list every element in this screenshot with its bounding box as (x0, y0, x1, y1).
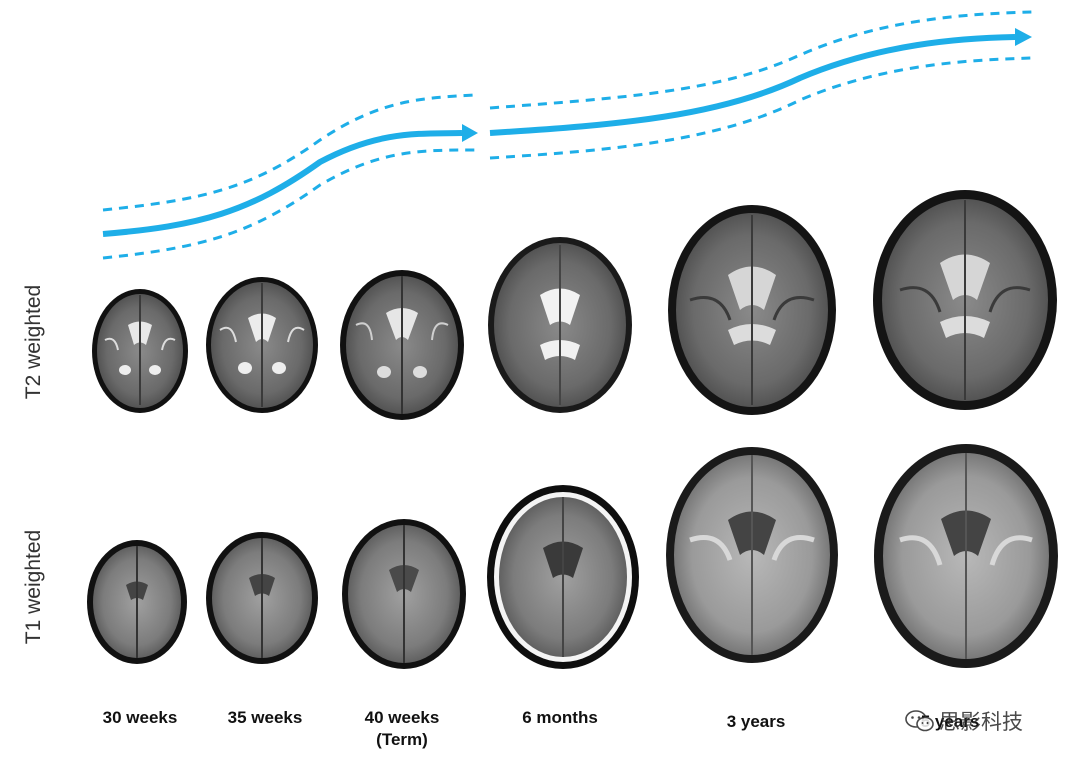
age-label-line: 30 weeks (102, 708, 178, 727)
age-label-line: 6 months (522, 708, 598, 727)
t1-scan-30-weeks (87, 540, 187, 664)
age-label-30-weeks: 30 weeks (70, 707, 210, 729)
t2-scan-40-weeks (340, 270, 464, 420)
t2-scan-30-weeks (92, 289, 188, 413)
wechat-icon (905, 710, 934, 732)
t1-scan-5-years (874, 444, 1058, 668)
age-label-6-months: 6 months (490, 707, 630, 729)
t2-scan-3-years (668, 205, 836, 415)
age-label-line: 3 years (726, 712, 786, 731)
development-trend-arrows (102, 10, 1033, 260)
t1-scan-40-weeks (342, 519, 466, 669)
t2-scan-35-weeks (206, 277, 318, 413)
age-label-35-weeks: 35 weeks (195, 707, 335, 729)
t2-scan-6-months (488, 237, 632, 413)
trend-lower-band-left (102, 148, 476, 260)
t1-scan-3-years (666, 447, 838, 663)
age-label-5-years: 5 years (880, 711, 1020, 733)
trend-line-right (489, 34, 1016, 136)
age-label-3-years: 3 years (686, 711, 826, 733)
t2-scan-5-years (873, 190, 1057, 410)
t1-scan-6-months (487, 485, 639, 669)
age-label-line: 35 weeks (227, 708, 303, 727)
trend-lower-band-right (489, 56, 1033, 160)
watermark: 思影科技 (905, 706, 1023, 736)
trend-arrowhead-right (1015, 28, 1032, 46)
age-label-40-weeks: 40 weeks (Term) (332, 707, 472, 751)
trend-upper-band-left (102, 93, 476, 212)
trend-line-left (102, 130, 463, 237)
age-label-line: 40 weeks (364, 708, 440, 727)
trend-arrowhead-left (462, 124, 478, 142)
age-label-line: 5 years (920, 712, 980, 731)
age-label-subline: (Term) (376, 730, 428, 749)
t1-scan-35-weeks (206, 532, 318, 664)
t2-row-scans (92, 190, 1057, 420)
row-label-t1: T1 weighted (22, 529, 45, 645)
t1-row-scans (87, 444, 1058, 669)
row-label-t2: T2 weighted (22, 284, 45, 400)
watermark-text: 思影科技 (939, 710, 1023, 734)
